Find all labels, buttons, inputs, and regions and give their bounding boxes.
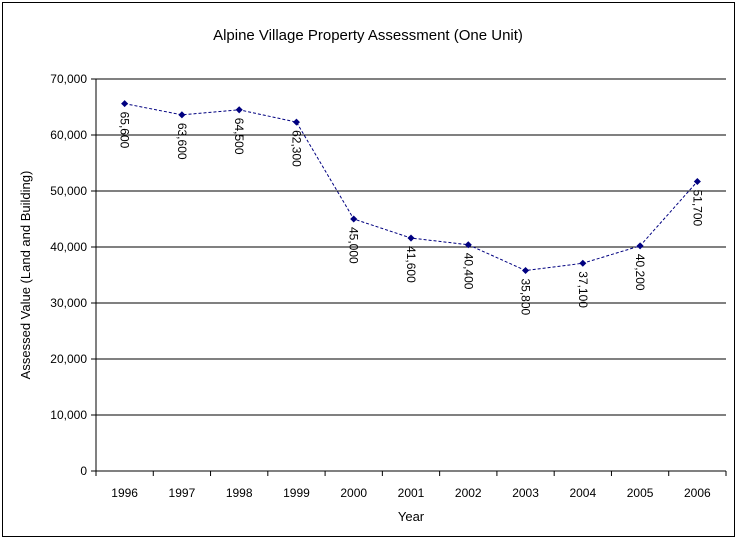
line-chart: Alpine Village Property Assessment (One … xyxy=(18,27,727,524)
series xyxy=(121,100,701,275)
data-point xyxy=(235,106,243,114)
y-tick-label: 40,000 xyxy=(50,240,87,254)
data-label: 62,300 xyxy=(289,130,303,167)
data-point xyxy=(407,234,415,242)
y-tick-label: 0 xyxy=(80,464,87,478)
y-tick-label: 60,000 xyxy=(50,128,87,142)
x-tick-label: 1997 xyxy=(169,486,196,500)
data-point xyxy=(464,241,472,249)
data-point xyxy=(292,118,300,126)
y-tick-label: 20,000 xyxy=(50,352,87,366)
data-label: 51,700 xyxy=(690,189,704,226)
data-label: 40,400 xyxy=(461,253,475,290)
x-tick-label: 2003 xyxy=(512,486,539,500)
data-label: 40,200 xyxy=(633,254,647,291)
y-axis-label: Assessed Value (Land and Building) xyxy=(18,171,33,380)
x-axis-label: Year xyxy=(398,509,425,524)
y-axis-ticks: 0 10,000 20,000 30,000 40,000 50,000 60,000 70,… xyxy=(50,72,96,478)
grid xyxy=(96,78,726,416)
data-label: 65,600 xyxy=(118,112,132,149)
data-point xyxy=(121,100,129,108)
data-point xyxy=(178,111,186,119)
data-point xyxy=(636,242,644,250)
data-label: 37,100 xyxy=(576,271,590,308)
y-tick-label: 10,000 xyxy=(50,408,87,422)
x-tick-label: 1999 xyxy=(283,486,310,500)
x-tick-label: 2005 xyxy=(627,486,654,500)
x-tick-label: 1998 xyxy=(226,486,253,500)
data-point xyxy=(693,177,701,186)
data-point xyxy=(350,215,358,223)
data-label: 63,600 xyxy=(175,123,189,160)
data-label: 35,800 xyxy=(519,279,533,316)
y-tick-label: 30,000 xyxy=(50,296,87,310)
data-label: 45,000 xyxy=(347,227,361,264)
data-label: 64,500 xyxy=(232,118,246,155)
x-tick-label: 2002 xyxy=(455,486,482,500)
data-labels: 65,600 63,600 64,500 62,300 45,000 41,600 40,4… xyxy=(118,112,705,316)
x-tick-label: 1996 xyxy=(111,486,138,500)
axes xyxy=(95,79,726,472)
data-label: 41,600 xyxy=(404,246,418,283)
x-tick-label: 2004 xyxy=(569,486,596,500)
x-tick-label: 2006 xyxy=(684,486,711,500)
y-tick-label: 50,000 xyxy=(50,184,87,198)
data-point xyxy=(579,259,587,267)
y-tick-label: 70,000 xyxy=(50,72,87,86)
data-point xyxy=(522,266,530,275)
chart-title: Alpine Village Property Assessment (One … xyxy=(213,27,523,44)
x-axis-ticks: 1996 1997 1998 1999 2000 2001 2002 2003 2004 2005… xyxy=(95,471,727,500)
x-tick-label: 2001 xyxy=(398,486,425,500)
x-tick-label: 2000 xyxy=(340,486,367,500)
